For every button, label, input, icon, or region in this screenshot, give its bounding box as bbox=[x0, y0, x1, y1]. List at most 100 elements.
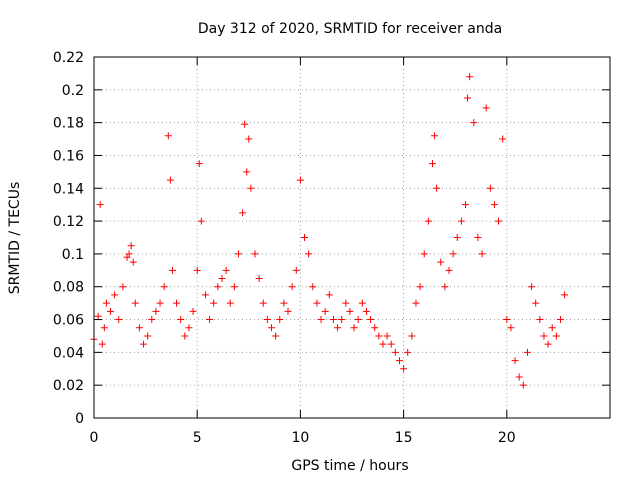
data-point bbox=[391, 348, 399, 356]
data-point bbox=[160, 283, 168, 291]
data-point bbox=[416, 283, 424, 291]
data-point bbox=[482, 104, 490, 112]
data-point bbox=[251, 250, 259, 258]
data-point bbox=[98, 340, 106, 348]
data-point bbox=[511, 357, 519, 365]
data-point bbox=[400, 365, 408, 373]
data-point bbox=[464, 94, 472, 102]
data-point bbox=[495, 217, 503, 225]
y-tick-label: 0 bbox=[75, 411, 84, 427]
data-point bbox=[166, 176, 174, 184]
data-point bbox=[338, 316, 346, 324]
data-point bbox=[395, 357, 403, 365]
data-point bbox=[342, 299, 350, 307]
data-point bbox=[561, 291, 569, 299]
data-point bbox=[129, 258, 137, 266]
y-tick-label: 0.08 bbox=[53, 280, 84, 296]
data-point bbox=[226, 299, 234, 307]
data-point bbox=[305, 250, 313, 258]
data-point bbox=[234, 250, 242, 258]
data-point bbox=[523, 348, 531, 356]
data-points bbox=[90, 73, 569, 389]
data-point bbox=[189, 307, 197, 315]
data-point bbox=[325, 291, 333, 299]
data-point bbox=[94, 312, 102, 320]
data-point bbox=[168, 266, 176, 274]
data-point bbox=[127, 242, 135, 250]
data-point bbox=[173, 299, 181, 307]
data-point bbox=[437, 258, 445, 266]
data-point bbox=[404, 348, 412, 356]
data-point bbox=[125, 250, 133, 258]
data-point bbox=[140, 340, 148, 348]
data-point bbox=[532, 299, 540, 307]
data-point bbox=[301, 234, 309, 241]
y-tick-label: 0.16 bbox=[53, 148, 84, 164]
data-point bbox=[375, 332, 383, 340]
data-point bbox=[499, 135, 507, 143]
data-point bbox=[181, 332, 189, 340]
data-point bbox=[245, 135, 253, 143]
data-point bbox=[346, 307, 354, 315]
y-tick-label: 0.06 bbox=[53, 313, 84, 329]
x-tick-label: 15 bbox=[395, 430, 413, 446]
data-point bbox=[243, 168, 251, 176]
plot-frame bbox=[93, 56, 611, 419]
data-point bbox=[490, 201, 498, 209]
data-point bbox=[515, 373, 523, 381]
data-point bbox=[362, 307, 370, 315]
data-point bbox=[292, 266, 300, 274]
data-point bbox=[528, 283, 536, 291]
data-point bbox=[148, 316, 156, 324]
data-point bbox=[457, 217, 465, 225]
data-point bbox=[431, 132, 439, 140]
data-point bbox=[193, 266, 201, 274]
y-tick-label: 0.18 bbox=[53, 116, 84, 132]
data-point bbox=[478, 250, 486, 258]
data-point bbox=[280, 299, 288, 307]
data-point bbox=[354, 316, 362, 324]
data-point bbox=[433, 184, 441, 192]
data-point bbox=[268, 324, 276, 332]
data-point bbox=[164, 132, 172, 140]
data-point bbox=[470, 119, 478, 127]
data-point bbox=[548, 324, 556, 332]
data-point bbox=[115, 316, 123, 324]
data-point bbox=[544, 340, 552, 348]
data-point bbox=[552, 332, 560, 340]
data-point bbox=[449, 250, 457, 258]
data-point bbox=[206, 316, 214, 324]
data-point bbox=[197, 217, 205, 225]
y-tick-label: 0.02 bbox=[53, 378, 84, 394]
data-point bbox=[424, 217, 432, 225]
data-point bbox=[466, 73, 474, 81]
y-axis-label: SRMTID / TECUs bbox=[7, 182, 23, 295]
data-point bbox=[111, 291, 119, 299]
data-point bbox=[144, 332, 152, 340]
data-point bbox=[486, 184, 494, 192]
data-point bbox=[441, 283, 449, 291]
x-tick-label: 0 bbox=[90, 430, 99, 446]
y-tick-label: 0.2 bbox=[62, 83, 84, 99]
data-point bbox=[383, 332, 391, 340]
data-point bbox=[313, 299, 321, 307]
data-point bbox=[296, 176, 304, 184]
data-point bbox=[107, 307, 115, 315]
data-point bbox=[367, 316, 375, 324]
grid bbox=[94, 57, 610, 418]
data-point bbox=[259, 299, 267, 307]
data-point bbox=[379, 340, 387, 348]
chart-title: Day 312 of 2020, SRMTID for receiver and… bbox=[198, 21, 502, 37]
data-point bbox=[309, 283, 317, 291]
x-tick-label: 10 bbox=[291, 430, 309, 446]
data-point bbox=[556, 316, 564, 324]
data-point bbox=[177, 316, 185, 324]
data-point bbox=[317, 316, 325, 324]
x-tick-label: 20 bbox=[498, 430, 516, 446]
data-point bbox=[272, 332, 280, 340]
y-tick-label: 0.14 bbox=[53, 181, 84, 197]
data-point bbox=[371, 324, 379, 332]
data-point bbox=[420, 250, 428, 258]
data-point bbox=[210, 299, 218, 307]
